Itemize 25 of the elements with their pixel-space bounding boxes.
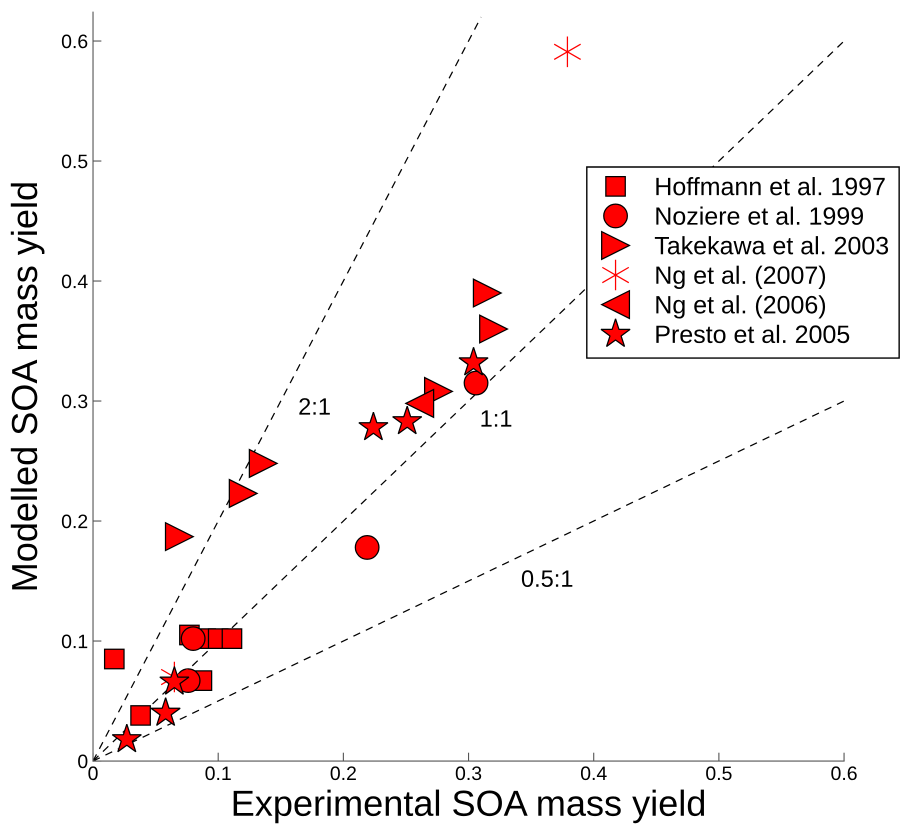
y-tick-label: 0.4	[62, 274, 88, 288]
annotation: 0.5:1	[522, 570, 572, 588]
legend-label: Hoffmann et al. 1997	[656, 177, 885, 196]
x-tick-label: 0.2	[330, 766, 356, 780]
annotation: 1:1	[481, 410, 512, 427]
legend-label: Noziere et al. 1999	[656, 206, 863, 225]
x-tick-label: 0.1	[205, 766, 231, 780]
y-tick-label: 0.5	[62, 154, 88, 168]
legend-label: Ng et al. (2007)	[656, 266, 826, 289]
legend-label: Ng et al. (2006)	[656, 295, 826, 319]
y-tick-label: 0.6	[62, 34, 88, 48]
y-axis-title: Modelled SOA mass yield	[10, 183, 44, 590]
x-tick-label: 0	[88, 766, 98, 780]
x-tick-label: 0.5	[706, 766, 732, 780]
x-tick-label: 0.6	[831, 766, 857, 780]
legend-label: Takekawa et al. 2003	[654, 236, 888, 254]
x-tick-label: 0.3	[456, 766, 482, 780]
annotation: 2:1	[299, 398, 330, 415]
legend-label: Presto et al. 2005	[656, 324, 850, 344]
x-tick-label: 0.4	[580, 766, 607, 780]
y-tick-label: 0.3	[62, 394, 88, 408]
y-tick-label: 0	[78, 754, 88, 768]
y-tick-label: 0.2	[62, 514, 88, 528]
x-axis-title: Experimental SOA mass yield	[234, 790, 704, 824]
y-tick-label: 0.1	[62, 634, 88, 648]
